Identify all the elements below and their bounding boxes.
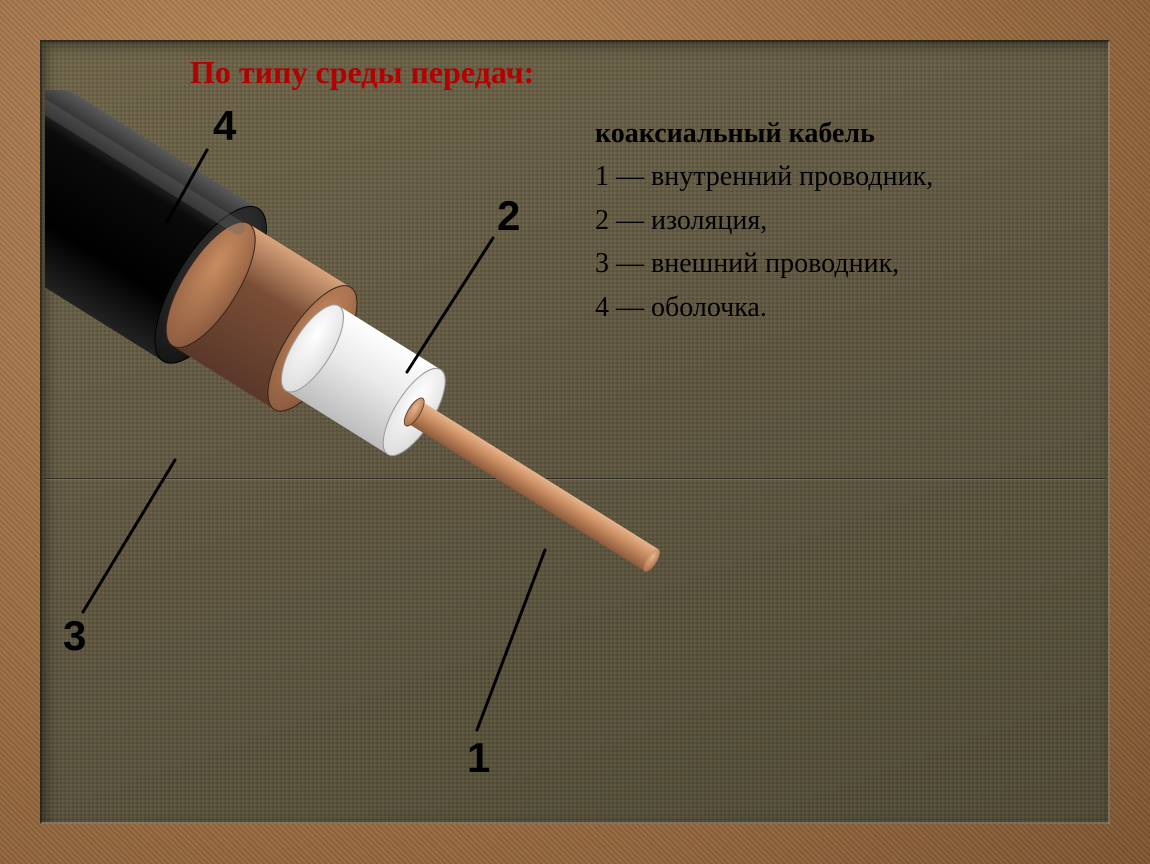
slide: По типу среды передач: коаксиальный кабе… <box>0 0 1150 864</box>
slide-title: По типу среды передач: <box>190 54 534 91</box>
legend-item: 1 — внутренний проводник, <box>595 155 933 198</box>
legend-header: коаксиальный кабель <box>595 112 933 155</box>
divider <box>45 478 1105 480</box>
legend-item: 4 — оболочка. <box>595 286 933 329</box>
legend: коаксиальный кабель 1 — внутренний прово… <box>595 112 933 329</box>
legend-item: 3 — внешний проводник, <box>595 242 933 285</box>
panel-inner <box>40 40 1110 824</box>
legend-item: 2 — изоляция, <box>595 199 933 242</box>
